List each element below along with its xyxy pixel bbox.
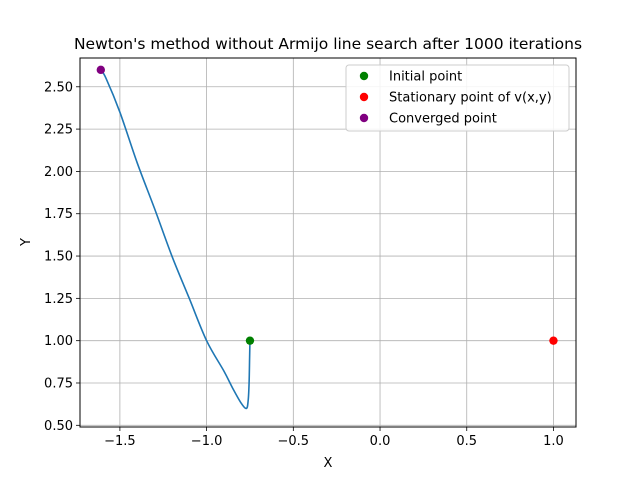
- tick-layer: −1.5 −1.0 −0.5 0.0 0.5 1.0 0.50 0.75 1.00 1.25 1.5…: [44, 80, 564, 449]
- y-tick-label: 1.00: [44, 334, 73, 349]
- legend-box: [345, 64, 570, 132]
- y-tick-label: 1.75: [44, 207, 73, 222]
- y-tick-label: 1.50: [44, 250, 73, 265]
- y-tick-label: 2.50: [44, 80, 73, 95]
- x-tick-label: −0.5: [278, 434, 310, 449]
- data-layer: [96, 65, 558, 410]
- legend-label: Initial point: [389, 70, 462, 85]
- y-tick-label: 2.25: [44, 123, 73, 138]
- legend-marker: [359, 113, 369, 123]
- legend-marker: [359, 92, 369, 102]
- y-tick-label: 1.25: [44, 292, 73, 307]
- point-converged-point: [96, 65, 106, 75]
- y-tick-label: 0.75: [44, 376, 73, 391]
- x-tick-label: −1.5: [104, 434, 136, 449]
- chart-title: Newton's method without Armijo line sear…: [74, 35, 582, 53]
- point-stationary-point-of-v-x-y: [549, 336, 558, 345]
- x-tick-label: 1.0: [543, 434, 564, 449]
- x-tick-label: 0.0: [370, 434, 391, 449]
- x-tick-label: 0.5: [456, 434, 477, 449]
- legend-label: Converged point: [389, 112, 497, 127]
- point-initial-point: [245, 336, 255, 345]
- x-axis-label: X: [324, 456, 333, 471]
- y-tick-label: 0.50: [44, 419, 73, 434]
- legend: Initial point Stationary point of v(x,y) C…: [345, 64, 570, 132]
- y-axis-label: Y: [19, 238, 34, 247]
- grid-layer: [80, 58, 576, 427]
- plot-frame: [79, 57, 577, 428]
- series-line-path: [100, 69, 251, 410]
- legend-marker: [359, 71, 369, 81]
- legend-label: Stationary point of v(x,y): [389, 91, 552, 106]
- x-tick-label: −1.0: [191, 434, 223, 449]
- y-tick-label: 2.00: [44, 165, 73, 180]
